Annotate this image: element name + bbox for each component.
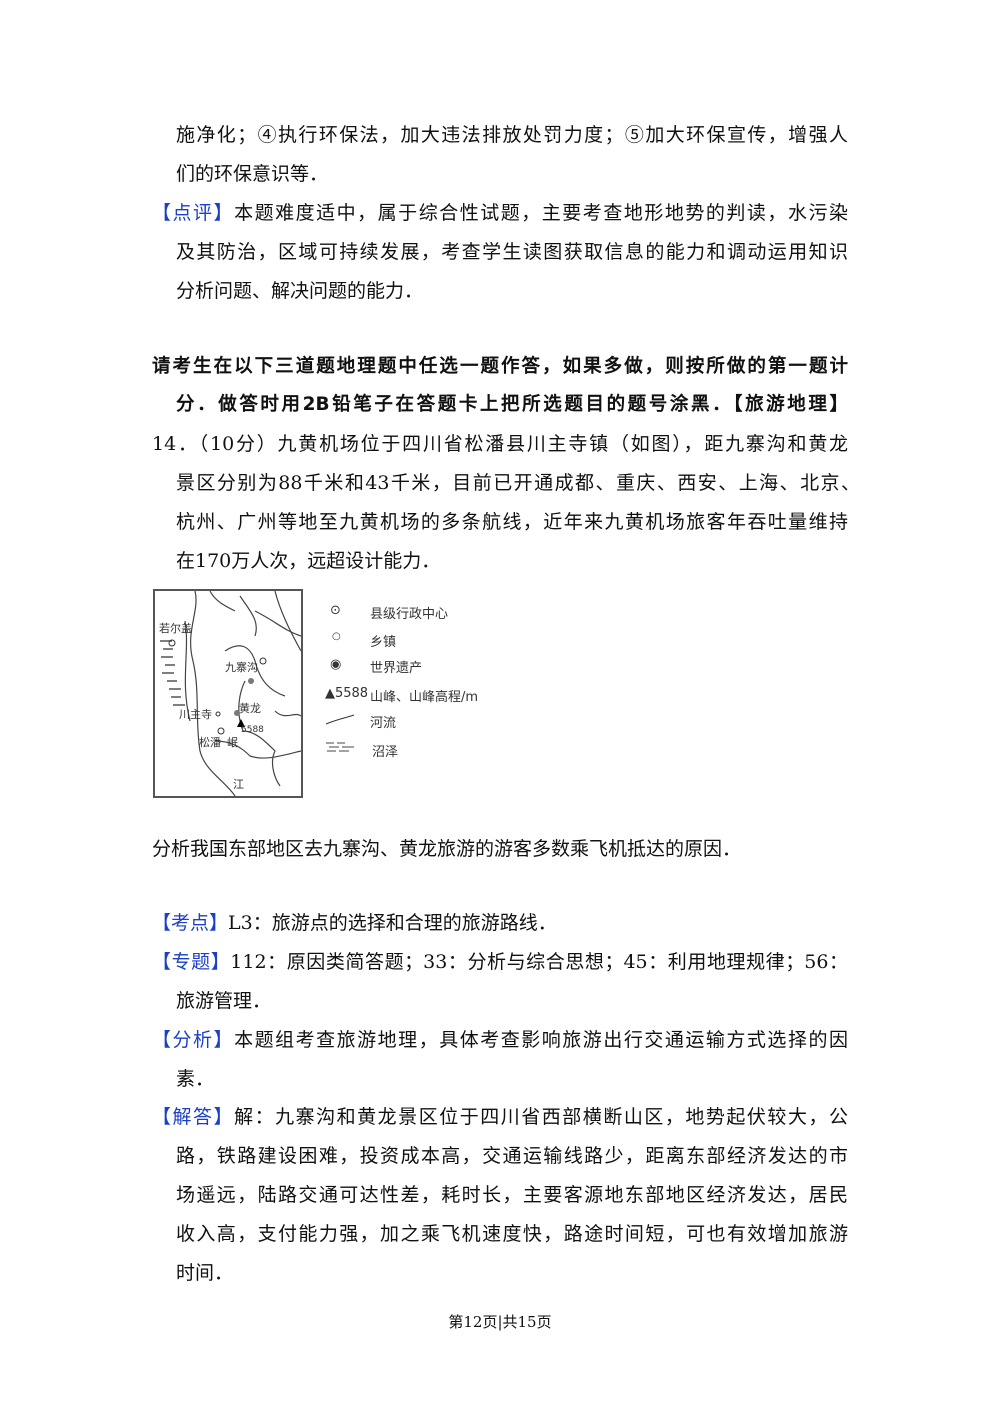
- fenxi-text: 本题组考查旅游地理，具体考查影响旅游出行交通运输方式选择的因: [234, 1029, 848, 1051]
- kaodian-line: 【考点】L3：旅游点的选择和合理的旅游路线．: [152, 911, 557, 935]
- question-line: 杭州、广州等地至九黄机场的多条航线，近年来九黄机场旅客年吞吐量维持: [176, 511, 848, 533]
- jieda-text: 解：九寨沟和黄龙景区位于四川省西部横断山区，地势起伏较大，公: [234, 1106, 848, 1128]
- world-heritage-icon: ◉: [330, 657, 342, 672]
- text-line: 旅游管理．: [176, 990, 272, 1012]
- place-label: 岷: [227, 736, 238, 749]
- jieda-label: 【解答】: [152, 1106, 235, 1128]
- town-icon: [215, 711, 221, 717]
- text-line: 场遥远，陆路交通可达性差，耗时长，主要客源地东部地区经济发达，居民: [176, 1184, 848, 1206]
- county-center-icon: ⊙: [330, 603, 341, 618]
- world-heritage-icon: [234, 678, 254, 716]
- peak-label: 5588: [241, 725, 264, 735]
- place-label: 江: [233, 778, 244, 791]
- kaodian-text: L3：旅游点的选择和合理的旅游路线．: [228, 912, 557, 934]
- zhuanti-line: 【专题】112：原因类简答题；33：分析与综合思想；45：利用地理规律；56：: [152, 950, 848, 974]
- place-label: 松潘: [199, 736, 221, 749]
- text-line: 素．: [176, 1068, 215, 1090]
- legend-label: 沼泽: [372, 745, 399, 760]
- location-map: 若尔盖 九寨沟 川主寺 黄龙 5588 松潘 岷 江: [153, 589, 303, 798]
- zhuanti-label: 【专题】: [152, 951, 231, 973]
- county-center-icon: [168, 639, 267, 735]
- fenxi-label: 【分析】: [152, 1029, 235, 1051]
- swamp-icon: [326, 742, 354, 752]
- comment-line: 【点评】本题难度适中，属于综合性试题，主要考查地形地势的判读，水污染: [152, 201, 848, 225]
- instruction-line: 请考生在以下三道题地理题中任选一题作答，如果多做，则按所做的第一题计: [152, 356, 848, 377]
- place-label: 九寨沟: [225, 661, 258, 674]
- text-line: 施净化；④执行环保法，加大违法排放处罚力度；⑤加大环保宣传，增强人: [176, 124, 848, 146]
- zhuanti-text: 112：原因类简答题；33：分析与综合思想；45：利用地理规律；56：: [230, 951, 848, 973]
- town-icon: ○: [332, 631, 341, 642]
- legend-label: 县级行政中心: [370, 607, 449, 622]
- legend-label: 世界遗产: [370, 661, 423, 676]
- text-line: 们的环保意识等．: [176, 163, 329, 185]
- map-rivers: [160, 591, 301, 796]
- question-line: 14．（10分）九黄机场位于四川省松潘县川主寺镇（如图），距九寨沟和黄龙: [152, 433, 848, 455]
- text-line: 时间．: [176, 1262, 234, 1284]
- peak-icon: ▲5588: [325, 686, 369, 701]
- legend-label: 山峰、山峰高程/m: [370, 690, 479, 705]
- peak-icon: [237, 719, 245, 727]
- text-line: 及其防治，区域可持续发展，考查学生读图获取信息的能力和调动运用知识: [176, 241, 848, 263]
- instruction-line: 分．做答时用2B铅笔子在答题卡上把所选题目的题号涂黑．【旅游地理】: [176, 394, 848, 415]
- comment-label: 【点评】: [152, 202, 235, 224]
- text-line: 路，铁路建设困难，投资成本高，交通运输线路少，距离东部经济发达的市: [176, 1145, 848, 1167]
- river-icon: [325, 714, 355, 725]
- legend-label: 河流: [370, 716, 397, 731]
- place-label: 若尔盖: [159, 622, 192, 635]
- place-label: 黄龙: [239, 702, 261, 715]
- fenxi-line: 【分析】本题组考查旅游地理，具体考查影响旅游出行交通运输方式选择的因: [152, 1028, 848, 1052]
- jieda-line: 【解答】解：九寨沟和黄龙景区位于四川省西部横断山区，地势起伏较大，公: [152, 1105, 848, 1129]
- question-prompt: 分析我国东部地区去九寨沟、黄龙旅游的游客多数乘飞机抵达的原因．: [152, 838, 742, 860]
- comment-text: 本题难度适中，属于综合性试题，主要考查地形地势的判读，水污染: [234, 202, 848, 224]
- question-line: 在170万人次，远超设计能力．: [176, 550, 441, 572]
- kaodian-label: 【考点】: [152, 912, 229, 934]
- text-line: 收入高，支付能力强，加之乘飞机速度快，路途时间短，可也有效增加旅游: [176, 1223, 848, 1245]
- page-footer: 第12页|共15页: [448, 1313, 552, 1331]
- text-line: 分析问题、解决问题的能力．: [176, 280, 424, 302]
- place-label: 川主寺: [179, 708, 212, 721]
- legend-label: 乡镇: [370, 635, 397, 650]
- question-line: 景区分别为88千米和43千米，目前已开通成都、重庆、西安、上海、北京、: [176, 472, 860, 494]
